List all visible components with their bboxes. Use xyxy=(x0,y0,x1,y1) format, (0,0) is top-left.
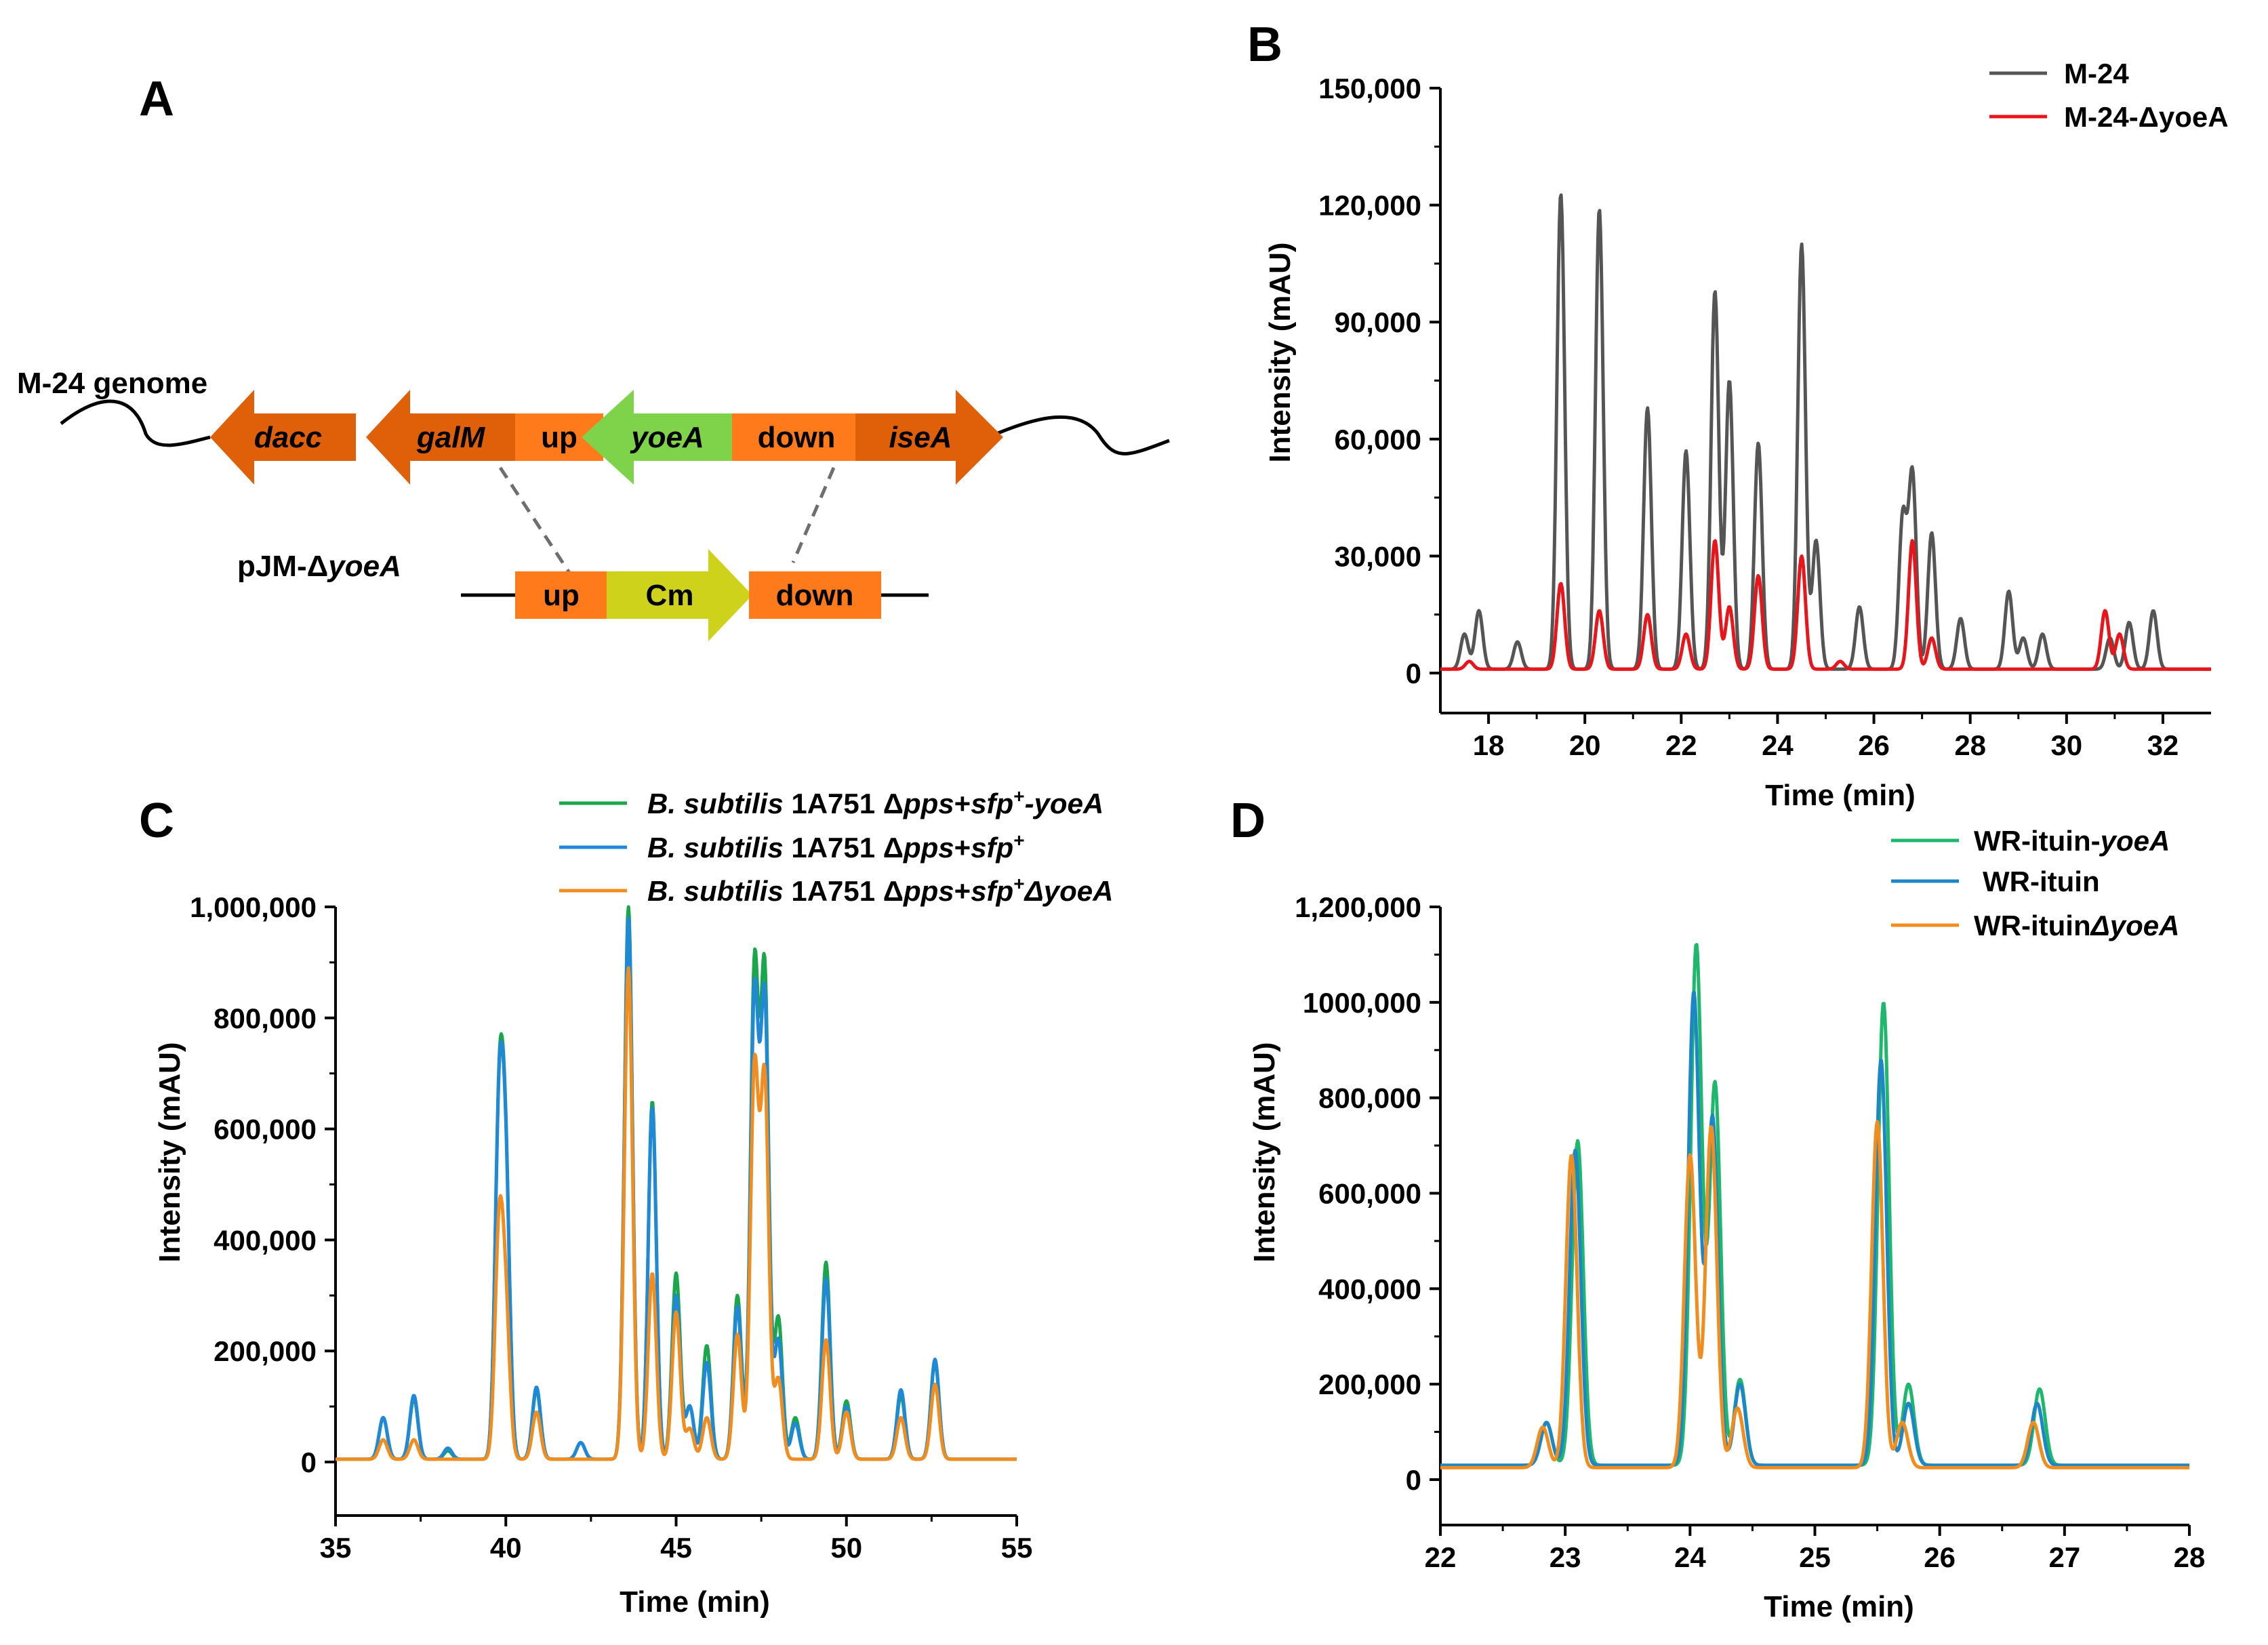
gene-arrow-yoea xyxy=(582,390,732,485)
chart-b-ytick-label: 90,000 xyxy=(1335,306,1421,338)
chart-c-legend-label-2: B. subtilis 1A751 Δpps+sfp+ xyxy=(647,830,1025,864)
chart-c-xtick-label: 55 xyxy=(1001,1532,1033,1564)
chart-b-xtick-label: 22 xyxy=(1665,729,1697,761)
chart-d-series-line-2 xyxy=(1439,990,2191,1467)
genome-line-left xyxy=(60,399,211,447)
chart-d-xtick-label: 28 xyxy=(2174,1541,2206,1573)
chart-b-xtick-label: 32 xyxy=(2147,729,2179,761)
chart-b-ytick-label: 0 xyxy=(1406,657,1421,689)
plasmid-arrow-cm xyxy=(607,549,752,641)
gene-label-isea: iseA xyxy=(889,421,952,454)
chart-c-ytick-label: 200,000 xyxy=(214,1335,317,1367)
chart-d-ytick-label: 800,000 xyxy=(1318,1082,1421,1114)
panel-letter-a: A xyxy=(139,72,174,126)
panel-letter-b: B xyxy=(1247,18,1282,72)
chart-c-ytick-label: 600,000 xyxy=(214,1114,317,1145)
chart-d-ytick-label: 600,000 xyxy=(1318,1178,1421,1210)
chart-c-xtick-label: 40 xyxy=(490,1532,522,1564)
chart-c-xlabel: Time (min) xyxy=(620,1585,770,1619)
chart-b-xtick-label: 30 xyxy=(2050,729,2082,761)
chart-c-ytick-label: 0 xyxy=(301,1446,317,1478)
gene-arrow-isea xyxy=(855,390,1003,485)
chart-c-ylabel: Intensity (mAU) xyxy=(153,1042,186,1262)
plasmid-label-cm: Cm xyxy=(646,579,694,612)
chart-b-ytick-label: 150,000 xyxy=(1318,73,1421,104)
gene-label-galm: galM xyxy=(416,421,486,454)
plasmid-box-up xyxy=(515,571,607,619)
chart-b-legend-label-dyoea: M-24-ΔyoeA xyxy=(2064,101,2229,133)
chart-b-xtick-label: 24 xyxy=(1762,729,1794,761)
chart-b-legend-label-m24: M-24 xyxy=(2064,58,2129,89)
chart-b-legend: M-24 M-24-ΔyoeA xyxy=(1989,58,2229,133)
chart-c-xtick-label: 50 xyxy=(830,1532,862,1564)
chart-d-xtick-label: 26 xyxy=(1924,1541,1956,1573)
plasmid-label-up: up xyxy=(543,579,580,612)
chart-b-xtick-label: 28 xyxy=(1954,729,1986,761)
chart-d-legend-label-3: WR-ituinΔyoeA xyxy=(1974,910,2180,941)
chart-d-ytick-label: 1000,000 xyxy=(1303,987,1421,1019)
chart-c-xtick-label: 35 xyxy=(320,1532,352,1564)
chart-c-series-line-2 xyxy=(334,916,1018,1461)
chart-c-ytick-label: 1,000,000 xyxy=(190,891,317,923)
recombination-line-left xyxy=(498,466,571,574)
gene-arrow-galm xyxy=(366,390,515,485)
chart-c-series-line-3 xyxy=(334,966,1018,1461)
plasmid-box-down xyxy=(749,571,881,619)
plasmid-label: pJM-ΔyoeA xyxy=(237,550,401,583)
chart-b-xlabel: Time (min) xyxy=(1765,779,1916,812)
chart-d-xtick-label: 23 xyxy=(1550,1541,1581,1573)
chart-d-series-line-1 xyxy=(1439,943,2191,1467)
chart-c-legend-label-3: B. subtilis 1A751 Δpps+sfp+ΔyoeA xyxy=(647,873,1113,907)
chart-c-legend: B. subtilis 1A751 Δpps+sfp+-yoeA B. subt… xyxy=(559,786,1113,907)
chart-d-xtick-label: 22 xyxy=(1425,1541,1457,1573)
chart-c: Intensity (mAU) Time (min) B. subtilis 1… xyxy=(153,786,1113,1619)
chart-b-ytick-label: 60,000 xyxy=(1335,424,1421,455)
gene-label-down: down xyxy=(758,421,836,454)
chart-c-series-line-1 xyxy=(334,905,1018,1461)
chart-d: Intensity (mAU) Time (min) WR-ituin-yoeA… xyxy=(1248,825,2205,1623)
plasmid-label-prefix: pJM-Δ xyxy=(237,550,328,583)
chart-c-xtick-label: 45 xyxy=(660,1532,692,1564)
chart-d-ylabel: Intensity (mAU) xyxy=(1248,1042,1281,1262)
gene-label-up: up xyxy=(541,421,578,454)
plasmid-label-gene: yoeA xyxy=(327,550,401,583)
chart-b: Intensity (mAU) Time (min) M-24 M-24-Δyo… xyxy=(1263,58,2229,812)
chart-d-xtick-label: 24 xyxy=(1674,1541,1706,1573)
chart-c-legend-label-1: B. subtilis 1A751 Δpps+sfp+-yoeA xyxy=(647,786,1103,819)
chart-b-ytick-label: 120,000 xyxy=(1318,190,1421,222)
chart-b-xtick-label: 20 xyxy=(1569,729,1601,761)
chart-d-xtick-label: 25 xyxy=(1799,1541,1831,1573)
chart-d-legend: WR-ituin-yoeA WR-ituin WR-ituinΔyoeA xyxy=(1891,825,2180,941)
chart-d-legend-label-1: WR-ituin-yoeA xyxy=(1974,825,2170,857)
panel-letter-d: D xyxy=(1230,794,1265,848)
gene-box-down xyxy=(732,413,861,461)
genome-line-right xyxy=(996,415,1170,455)
chart-b-ylabel: Intensity (mAU) xyxy=(1263,242,1297,462)
chart-b-xtick-label: 26 xyxy=(1858,729,1890,761)
chart-d-legend-label-2: WR-ituin xyxy=(1983,866,2100,897)
chart-b-xtick-label: 18 xyxy=(1473,729,1505,761)
chart-d-xlabel: Time (min) xyxy=(1764,1590,1914,1623)
plasmid-label-down: down xyxy=(776,579,854,612)
chart-d-xtick-label: 27 xyxy=(2048,1541,2080,1573)
panel-a-gene-diagram: M-24 genome dacc galM up yoeA down iseA … xyxy=(17,367,1170,641)
chart-d-ytick-label: 1,200,000 xyxy=(1295,891,1421,923)
chart-d-ytick-label: 400,000 xyxy=(1318,1273,1421,1305)
chart-c-ytick-label: 800,000 xyxy=(214,1002,317,1034)
chart-c-ytick-label: 400,000 xyxy=(214,1224,317,1256)
gene-label-dacc: dacc xyxy=(254,421,322,454)
chart-b-series-line-2 xyxy=(1439,539,2212,671)
gene-label-yoea: yoeA xyxy=(630,421,704,454)
chart-d-ytick-label: 0 xyxy=(1406,1464,1421,1496)
genome-label: M-24 genome xyxy=(17,367,207,400)
gene-arrow-dacc xyxy=(210,390,356,485)
chart-b-ytick-label: 30,000 xyxy=(1335,540,1421,572)
chart-d-series-line-3 xyxy=(1439,1120,2191,1469)
chart-b-series-line-1 xyxy=(1439,193,2212,671)
chart-d-ytick-label: 200,000 xyxy=(1318,1368,1421,1400)
recombination-line-right xyxy=(791,467,836,563)
panel-letter-c: C xyxy=(139,794,174,848)
